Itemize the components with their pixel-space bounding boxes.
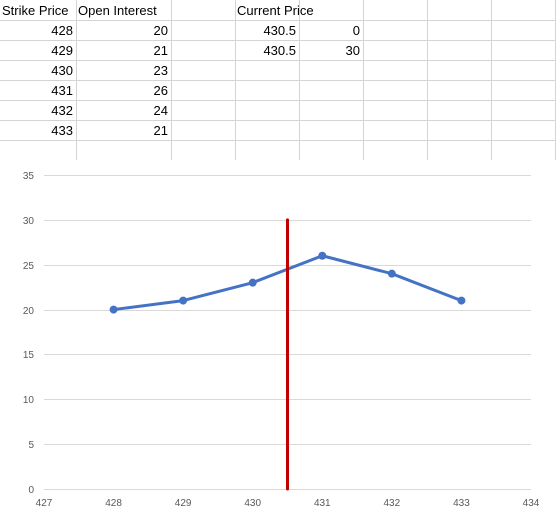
strike-cell[interactable]: 431 bbox=[51, 83, 73, 98]
spreadsheet-grid: Strike Price Open Interest Current Price… bbox=[0, 0, 556, 160]
strike-cell[interactable]: 432 bbox=[51, 103, 73, 118]
row-divider bbox=[0, 60, 556, 61]
open-interest-cell[interactable]: 24 bbox=[153, 103, 168, 118]
y-tick-label: 0 bbox=[28, 485, 34, 496]
x-tick-label: 432 bbox=[384, 498, 401, 509]
open-interest-cell[interactable]: 23 bbox=[153, 63, 168, 78]
data-point bbox=[179, 296, 188, 305]
chart-canvas: 0 5 10 15 20 25 30 35 427 428 429 430 431 432 433 434 bbox=[23, 171, 540, 509]
header-open-interest[interactable]: Open Interest bbox=[78, 3, 157, 18]
open-interest-cell[interactable]: 21 bbox=[153, 43, 168, 58]
strike-cell[interactable]: 430 bbox=[51, 63, 73, 78]
x-tick-label: 431 bbox=[314, 498, 331, 509]
header-current-price[interactable]: Current Price bbox=[237, 3, 314, 18]
strike-cell[interactable]: 429 bbox=[51, 43, 73, 58]
x-tick-label: 428 bbox=[105, 498, 122, 509]
current-price-y-cell[interactable]: 0 bbox=[352, 23, 360, 38]
open-interest-cell[interactable]: 21 bbox=[153, 123, 168, 138]
open-interest-chart[interactable]: 0 5 10 15 20 25 30 35 427 428 429 430 431 432 433 434 bbox=[0, 160, 556, 521]
data-point bbox=[248, 278, 257, 287]
data-point bbox=[387, 269, 396, 278]
y-tick-label: 20 bbox=[23, 306, 35, 317]
y-tick-label: 5 bbox=[28, 440, 34, 451]
current-price-x-cell[interactable]: 430.5 bbox=[263, 43, 296, 58]
y-tick-label: 30 bbox=[23, 216, 35, 227]
row-divider bbox=[0, 40, 556, 41]
y-tick-label: 25 bbox=[23, 261, 35, 272]
row-divider bbox=[0, 120, 556, 121]
row-divider bbox=[0, 100, 556, 101]
y-tick-label: 10 bbox=[23, 395, 35, 406]
x-tick-label: 427 bbox=[36, 498, 53, 509]
data-point bbox=[457, 296, 466, 305]
row-divider bbox=[0, 80, 556, 81]
open-interest-cell[interactable]: 26 bbox=[153, 83, 168, 98]
y-tick-label: 35 bbox=[23, 171, 35, 182]
current-price-x-cell[interactable]: 430.5 bbox=[263, 23, 296, 38]
x-tick-label: 434 bbox=[523, 498, 540, 509]
data-point bbox=[109, 305, 118, 314]
x-tick-label: 433 bbox=[453, 498, 470, 509]
row-divider bbox=[0, 20, 556, 21]
data-point bbox=[318, 251, 327, 260]
row-divider bbox=[0, 140, 556, 141]
header-strike-price[interactable]: Strike Price bbox=[2, 3, 69, 18]
y-tick-label: 15 bbox=[23, 350, 35, 361]
current-price-y-cell[interactable]: 30 bbox=[345, 43, 360, 58]
open-interest-cell[interactable]: 20 bbox=[153, 23, 168, 38]
x-tick-label: 430 bbox=[244, 498, 261, 509]
strike-cell[interactable]: 433 bbox=[51, 123, 73, 138]
x-tick-label: 429 bbox=[175, 498, 192, 509]
strike-cell[interactable]: 428 bbox=[51, 23, 73, 38]
